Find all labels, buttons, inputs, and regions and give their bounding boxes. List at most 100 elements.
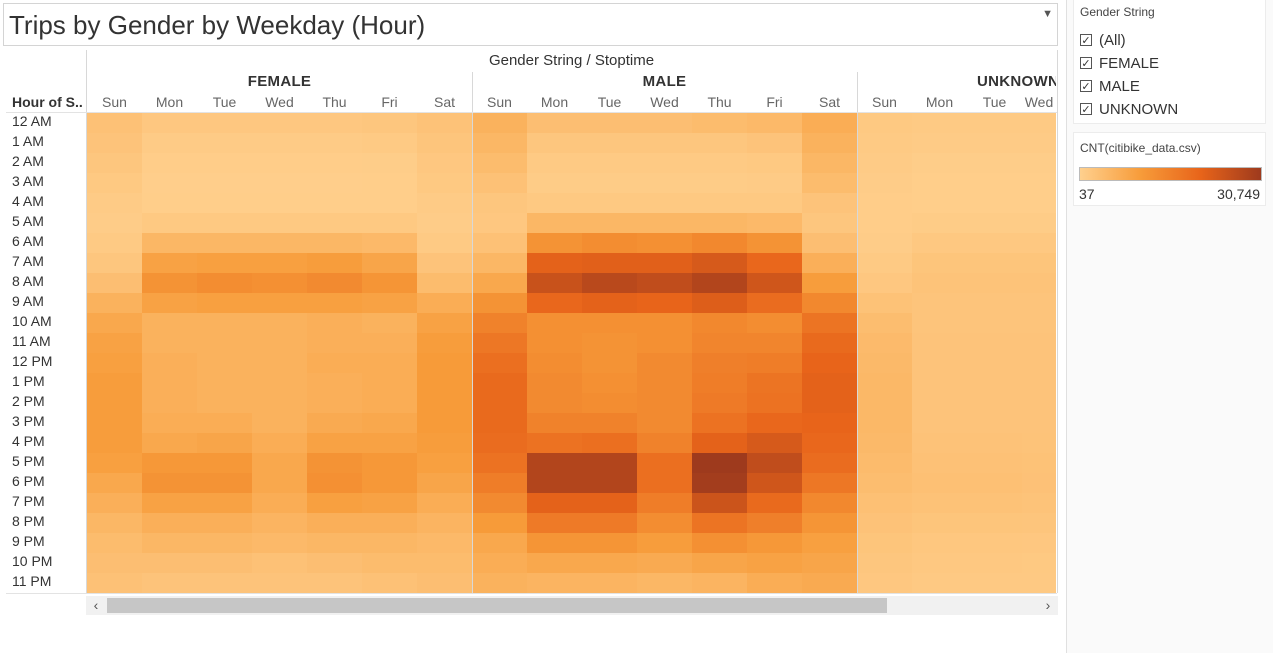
heatmap-cell[interactable] xyxy=(362,393,417,413)
heatmap-cell[interactable] xyxy=(692,393,747,413)
heatmap-cell[interactable] xyxy=(527,233,582,253)
heatmap-cell[interactable] xyxy=(472,493,527,513)
heatmap-cell[interactable] xyxy=(417,473,472,493)
heatmap-cell[interactable] xyxy=(307,213,362,233)
heatmap-cell[interactable] xyxy=(967,513,1022,533)
heatmap-cell[interactable] xyxy=(362,453,417,473)
heatmap-cell[interactable] xyxy=(362,293,417,313)
heatmap-cell[interactable] xyxy=(417,193,472,213)
checkbox-icon[interactable]: ✓ xyxy=(1080,103,1092,116)
heatmap-cell[interactable] xyxy=(802,433,857,453)
heatmap-cell[interactable] xyxy=(967,473,1022,493)
heatmap-cell[interactable] xyxy=(142,433,197,453)
heatmap-cell[interactable] xyxy=(912,153,967,173)
heatmap-cell[interactable] xyxy=(527,433,582,453)
heatmap-cell[interactable] xyxy=(307,193,362,213)
heatmap-cell[interactable] xyxy=(747,553,802,573)
heatmap-cell[interactable] xyxy=(637,553,692,573)
heatmap-cell[interactable] xyxy=(142,293,197,313)
heatmap-cell[interactable] xyxy=(527,153,582,173)
heatmap-cell[interactable] xyxy=(472,273,527,293)
heatmap-cell[interactable] xyxy=(142,393,197,413)
heatmap-cell[interactable] xyxy=(417,293,472,313)
heatmap-cell[interactable] xyxy=(252,193,307,213)
heatmap-cell[interactable] xyxy=(87,313,142,333)
heatmap-cell[interactable] xyxy=(967,353,1022,373)
checkbox-icon[interactable]: ✓ xyxy=(1080,80,1092,93)
heatmap-cell[interactable] xyxy=(802,313,857,333)
heatmap-cell[interactable] xyxy=(527,473,582,493)
heatmap-cell[interactable] xyxy=(362,273,417,293)
heatmap-cell[interactable] xyxy=(692,213,747,233)
heatmap-cell[interactable] xyxy=(142,473,197,493)
heatmap-cell[interactable] xyxy=(967,413,1022,433)
heatmap-cell[interactable] xyxy=(637,393,692,413)
heatmap-cell[interactable] xyxy=(857,373,912,393)
heatmap-cell[interactable] xyxy=(1022,213,1056,233)
heatmap-cell[interactable] xyxy=(142,513,197,533)
filter-item-unknown[interactable]: ✓ UNKNOWN xyxy=(1080,99,1178,119)
filter-item-female[interactable]: ✓ FEMALE xyxy=(1080,53,1159,73)
heatmap-cell[interactable] xyxy=(692,133,747,153)
heatmap-cell[interactable] xyxy=(197,273,252,293)
heatmap-cell[interactable] xyxy=(307,253,362,273)
heatmap-cell[interactable] xyxy=(802,173,857,193)
heatmap-cell[interactable] xyxy=(692,333,747,353)
heatmap-cell[interactable] xyxy=(637,173,692,193)
heatmap-cell[interactable] xyxy=(362,213,417,233)
heatmap-cell[interactable] xyxy=(87,353,142,373)
heatmap-cell[interactable] xyxy=(692,113,747,133)
heatmap-cell[interactable] xyxy=(747,193,802,213)
heatmap-cell[interactable] xyxy=(582,313,637,333)
heatmap-cell[interactable] xyxy=(912,193,967,213)
heatmap-cell[interactable] xyxy=(197,173,252,193)
heatmap-cell[interactable] xyxy=(472,373,527,393)
heatmap-cell[interactable] xyxy=(692,173,747,193)
heatmap-cell[interactable] xyxy=(747,573,802,593)
heatmap-cell[interactable] xyxy=(637,273,692,293)
heatmap-cell[interactable] xyxy=(967,173,1022,193)
heatmap-cell[interactable] xyxy=(912,453,967,473)
heatmap-cell[interactable] xyxy=(417,273,472,293)
heatmap-cell[interactable] xyxy=(582,493,637,513)
heatmap-cell[interactable] xyxy=(417,213,472,233)
heatmap-cell[interactable] xyxy=(197,133,252,153)
heatmap-cell[interactable] xyxy=(472,433,527,453)
heatmap-cell[interactable] xyxy=(362,533,417,553)
heatmap-cell[interactable] xyxy=(1022,393,1056,413)
heatmap-cell[interactable] xyxy=(637,353,692,373)
heatmap-cell[interactable] xyxy=(912,273,967,293)
heatmap-cell[interactable] xyxy=(142,113,197,133)
heatmap-cell[interactable] xyxy=(582,473,637,493)
heatmap-cell[interactable] xyxy=(912,393,967,413)
heatmap-cell[interactable] xyxy=(472,573,527,593)
heatmap-cell[interactable] xyxy=(362,433,417,453)
heatmap-cell[interactable] xyxy=(307,433,362,453)
heatmap-cell[interactable] xyxy=(582,533,637,553)
heatmap-cell[interactable] xyxy=(197,553,252,573)
heatmap-cell[interactable] xyxy=(252,253,307,273)
heatmap-cell[interactable] xyxy=(912,473,967,493)
heatmap-cell[interactable] xyxy=(1022,493,1056,513)
heatmap-cell[interactable] xyxy=(252,293,307,313)
heatmap-cell[interactable] xyxy=(87,493,142,513)
heatmap-cell[interactable] xyxy=(87,373,142,393)
heatmap-cell[interactable] xyxy=(252,373,307,393)
heatmap-cell[interactable] xyxy=(802,233,857,253)
heatmap-cell[interactable] xyxy=(417,233,472,253)
heatmap-cell[interactable] xyxy=(747,513,802,533)
heatmap-cell[interactable] xyxy=(582,333,637,353)
heatmap-cell[interactable] xyxy=(967,313,1022,333)
heatmap-cell[interactable] xyxy=(857,233,912,253)
heatmap-cell[interactable] xyxy=(637,413,692,433)
heatmap-cell[interactable] xyxy=(252,473,307,493)
heatmap-cell[interactable] xyxy=(582,273,637,293)
heatmap-cell[interactable] xyxy=(197,333,252,353)
heatmap-cell[interactable] xyxy=(967,493,1022,513)
heatmap-cell[interactable] xyxy=(802,513,857,533)
heatmap-cell[interactable] xyxy=(197,453,252,473)
heatmap-cell[interactable] xyxy=(582,353,637,373)
heatmap-cell[interactable] xyxy=(802,153,857,173)
heatmap-cell[interactable] xyxy=(637,213,692,233)
heatmap-cell[interactable] xyxy=(912,293,967,313)
